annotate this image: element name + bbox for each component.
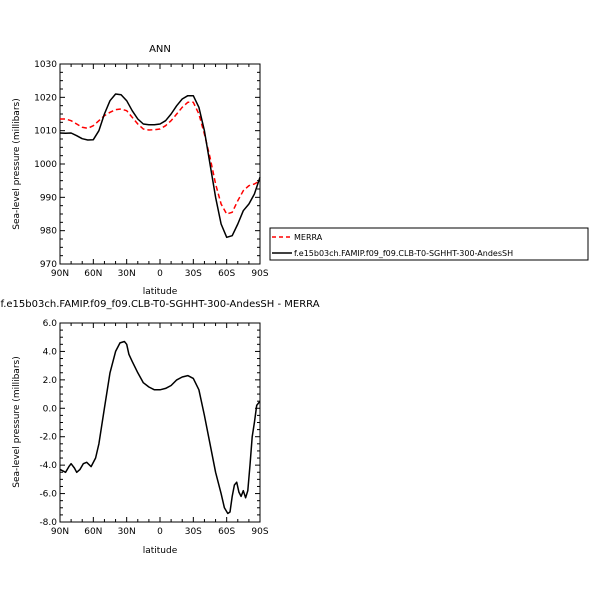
x-tick-label: 30N bbox=[118, 269, 136, 279]
y-tick-label: 1010 bbox=[34, 127, 57, 137]
panel-bottom-title: f.e15b03ch.FAMIP.f09_f09.CLB-T0-SGHHT-30… bbox=[0, 299, 319, 310]
series-line-1 bbox=[60, 101, 261, 215]
y-tick-label: 990 bbox=[40, 193, 57, 203]
y-tick-label: 4.0 bbox=[43, 347, 58, 357]
panel-bottom-y-axis-label: Sea-level pressure (millibars) bbox=[12, 356, 22, 487]
x-tick-label: 30S bbox=[185, 527, 202, 537]
panel-bottom-plot-frame bbox=[59, 322, 261, 523]
x-tick-label: 60N bbox=[84, 269, 102, 279]
y-tick-label: 1030 bbox=[34, 60, 57, 70]
x-tick-label: 90N bbox=[51, 269, 69, 279]
y-tick-label: 1000 bbox=[34, 160, 57, 170]
legend-label-model: f.e15b03ch.FAMIP.f09_f09.CLB-T0-SGHHT-30… bbox=[294, 249, 513, 258]
x-tick-label: 90S bbox=[251, 269, 268, 279]
y-tick-label: 980 bbox=[40, 227, 57, 237]
legend-label-merra: MERRA bbox=[294, 233, 323, 242]
panel-bottom-x-axis-label: latitude bbox=[143, 546, 178, 556]
y-tick-label: -8.0 bbox=[39, 518, 57, 528]
panel-top-title: ANN bbox=[149, 44, 171, 55]
x-tick-label: 60S bbox=[218, 527, 235, 537]
series-line-2 bbox=[59, 93, 261, 239]
y-tick-label: -4.0 bbox=[39, 461, 57, 471]
x-tick-label: 0 bbox=[157, 269, 163, 279]
y-tick-label: 6.0 bbox=[43, 319, 58, 329]
panel-bottom: f.e15b03ch.FAMIP.f09_f09.CLB-T0-SGHHT-30… bbox=[0, 299, 319, 556]
y-tick-label: 0.0 bbox=[43, 404, 58, 414]
panel-top-plot-frame bbox=[59, 63, 261, 265]
x-tick-label: 60N bbox=[84, 527, 102, 537]
series-line-1 bbox=[59, 340, 261, 515]
x-tick-label: 90N bbox=[51, 527, 69, 537]
legend: MERRA f.e15b03ch.FAMIP.f09_f09.CLB-T0-SG… bbox=[269, 227, 589, 261]
legend-box bbox=[269, 227, 589, 261]
x-tick-label: 0 bbox=[157, 527, 163, 537]
y-tick-label: -2.0 bbox=[39, 433, 57, 443]
y-tick-label: 1020 bbox=[34, 93, 57, 103]
y-tick-label: 2.0 bbox=[43, 376, 58, 386]
panel-top-x-axis-label: latitude bbox=[143, 287, 178, 297]
panel-top: ANN 970 980 990 1000 1010 1020 1030 90N 60N 30N 0… bbox=[12, 44, 269, 297]
y-tick-label: -6.0 bbox=[39, 490, 57, 500]
panel-top-y-axis-label: Sea-level pressure (millibars) bbox=[12, 98, 22, 229]
y-tick-label: 970 bbox=[40, 260, 57, 270]
x-tick-label: 30S bbox=[185, 269, 202, 279]
x-tick-label: 90S bbox=[251, 527, 268, 537]
x-tick-label: 60S bbox=[218, 269, 235, 279]
x-tick-label: 30N bbox=[118, 527, 136, 537]
